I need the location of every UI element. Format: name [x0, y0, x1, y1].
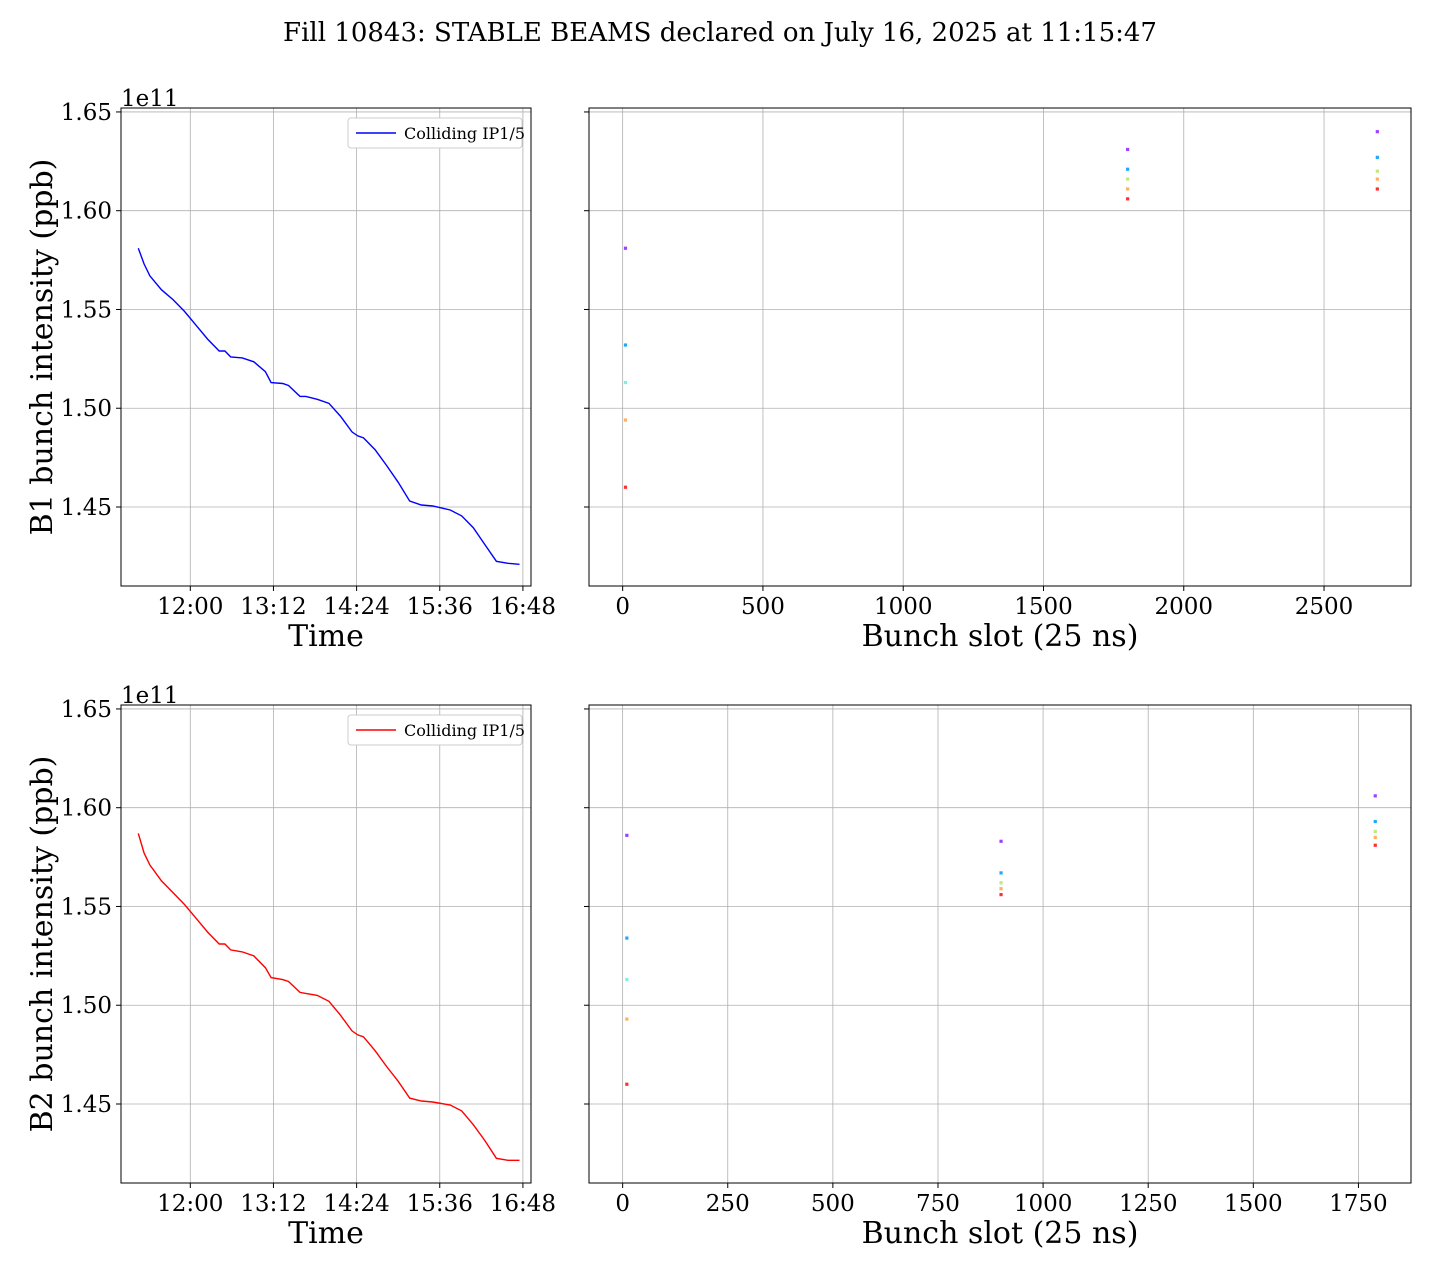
data-point	[999, 893, 1003, 897]
data-point	[999, 887, 1003, 891]
x-tick-label: 1000	[874, 594, 933, 620]
data-point	[625, 936, 629, 940]
x-tick-label: 500	[741, 594, 785, 620]
x-tick-label: 12:00	[157, 594, 223, 620]
data-point	[999, 881, 1003, 885]
x-tick-label: 1000	[1014, 1191, 1073, 1217]
data-point	[1375, 187, 1379, 191]
x-tick-label: 1500	[1224, 1191, 1283, 1217]
data-point	[1373, 794, 1377, 798]
x-tick-label: 2500	[1295, 594, 1354, 620]
data-point	[1375, 130, 1379, 134]
y-tick-label: 1.65	[61, 100, 112, 126]
data-point	[625, 1082, 629, 1086]
x-tick-label: 13:12	[240, 594, 306, 620]
legend-box	[347, 714, 523, 746]
y-axis-label: B1 bunch intensity (ppb)	[25, 159, 60, 536]
axes-frame	[120, 107, 532, 587]
chart-b2-time: 1.45 1.50 1.55 1.60 1.65 12:00 13:12 14:24 15:36…	[25, 683, 556, 1251]
x-tick-label: 16:48	[490, 1191, 556, 1217]
x-axis-label: Time	[288, 619, 364, 654]
x-tick-label: 16:48	[490, 594, 556, 620]
y-tick-label: 1.65	[61, 697, 112, 723]
chart-b1-time: 1.45 1.50 1.55 1.60 1.65 12:00 13:12 14:24 15:36…	[25, 86, 556, 654]
y-tick-label: 1.45	[61, 495, 112, 521]
x-tick-label: 13:12	[240, 1191, 306, 1217]
y-tick-label: 1.50	[61, 396, 112, 422]
x-tick-label: 500	[811, 1191, 855, 1217]
data-point	[1126, 177, 1130, 181]
y-tick-label: 1.55	[61, 297, 112, 323]
y-tick-label: 1.60	[61, 199, 112, 225]
axes-frame	[120, 704, 532, 1184]
data-point	[623, 343, 628, 347]
x-tick-label: 14:24	[323, 594, 389, 620]
x-tick-label: 0	[615, 1191, 630, 1217]
x-tick-label: 2000	[1154, 594, 1213, 620]
data-point	[625, 977, 629, 982]
data-point	[1373, 843, 1377, 847]
data-point	[623, 380, 628, 385]
legend-box	[347, 117, 523, 149]
data-point	[1375, 169, 1379, 173]
data-point	[625, 833, 629, 837]
data-point	[999, 871, 1003, 875]
x-tick-label: 14:24	[323, 1191, 389, 1217]
y-offset-label: 1e11	[121, 683, 179, 709]
data-point	[623, 418, 628, 422]
x-tick-label: 750	[916, 1191, 960, 1217]
legend-label: Colliding IP1/5	[404, 124, 525, 143]
data-point	[1126, 167, 1130, 171]
data-point	[623, 246, 628, 250]
data-point	[1373, 835, 1377, 839]
data-point	[999, 839, 1003, 843]
x-axis-label: Bunch slot (25 ns)	[862, 619, 1139, 654]
data-point	[625, 1017, 629, 1021]
data-point	[1126, 147, 1130, 152]
figure-title: Fill 10843: STABLE BEAMS declared on Jul…	[283, 18, 1157, 48]
y-tick-label: 1.45	[61, 1092, 112, 1118]
y-tick-label: 1.55	[61, 894, 112, 920]
y-offset-label: 1e11	[121, 86, 179, 112]
x-tick-label: 15:36	[407, 594, 473, 620]
series-line	[137, 247, 520, 565]
x-axis-label: Bunch slot (25 ns)	[862, 1216, 1139, 1251]
data-point	[1375, 155, 1379, 159]
data-point	[1373, 829, 1377, 834]
y-tick-label: 1.60	[61, 796, 112, 822]
series-line	[137, 833, 520, 1162]
y-axis-label: B2 bunch intensity (ppb)	[25, 756, 60, 1133]
legend-label: Colliding IP1/5	[404, 721, 525, 740]
x-tick-label: 1750	[1329, 1191, 1388, 1217]
x-tick-label: 250	[706, 1191, 750, 1217]
data-point	[623, 485, 628, 489]
x-axis-label: Time	[288, 1216, 364, 1251]
data-point	[1126, 197, 1130, 201]
x-tick-label: 0	[615, 594, 630, 620]
chart-b1-slot: 0 500 1000 1500 2000 2500 Bunch slot (25 ns)	[584, 107, 1412, 654]
x-tick-label: 12:00	[157, 1191, 223, 1217]
chart-b2-slot: 0 250 500 750 1000 1250 1500 1750 Bunch slot (25…	[584, 704, 1412, 1251]
x-tick-label: 15:36	[407, 1191, 473, 1217]
data-point	[1126, 187, 1130, 191]
x-tick-label: 1250	[1119, 1191, 1178, 1217]
y-tick-label: 1.50	[61, 993, 112, 1019]
data-point	[1375, 177, 1379, 181]
axes-frame	[588, 107, 1412, 587]
data-point	[1373, 819, 1377, 824]
x-tick-label: 1500	[1014, 594, 1073, 620]
axes-frame	[588, 704, 1412, 1184]
